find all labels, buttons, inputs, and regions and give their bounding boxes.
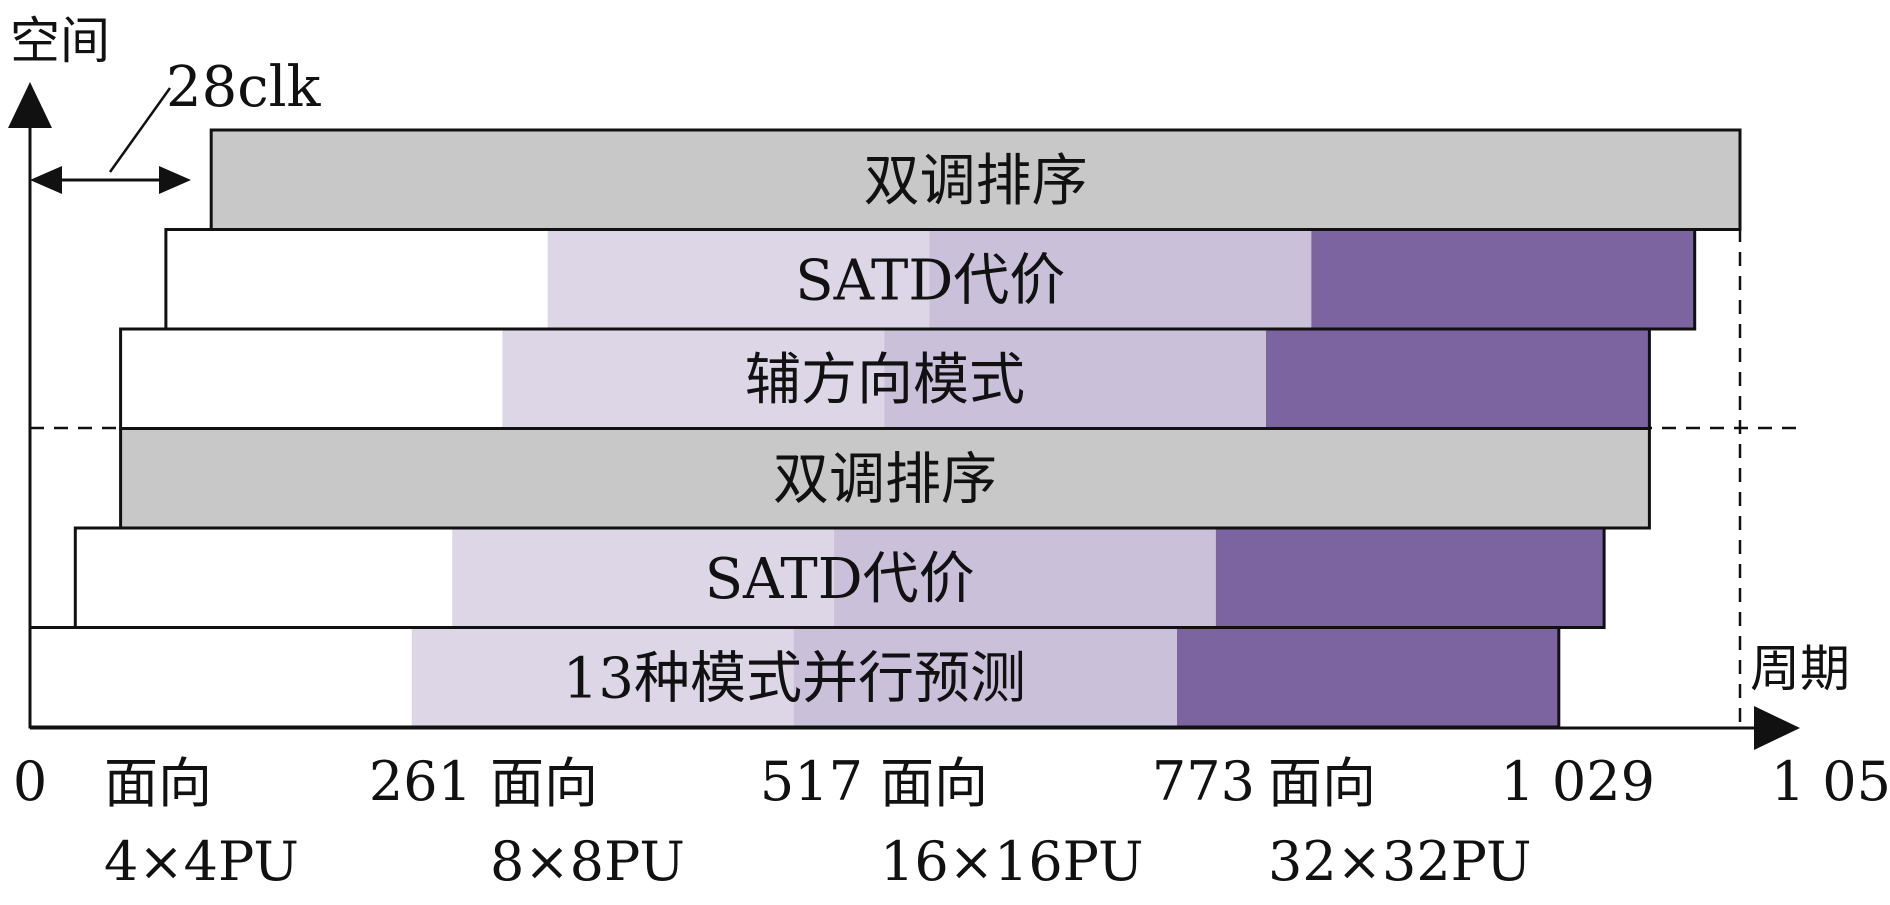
phase-label-line1: 面向: [490, 752, 598, 815]
row-label: 双调排序: [773, 447, 997, 512]
phase-label: 面向 4×4PU: [104, 752, 299, 893]
row-segment: [1177, 627, 1559, 727]
y-axis-arrow: [8, 82, 52, 128]
offset-arrow-head-left: [30, 166, 62, 194]
x-tick-label: 261: [369, 750, 472, 813]
row-label: SATD代价: [705, 547, 975, 612]
row-segment: [793, 627, 1178, 727]
row-segment: [30, 627, 412, 727]
phase-label-line2: 4×4PU: [104, 830, 299, 893]
row-segment: [75, 528, 453, 628]
phase-label-line1: 面向: [1268, 752, 1376, 815]
x-tick-label: 1 057: [1771, 750, 1890, 813]
row-label: 13种模式并行预测: [563, 646, 1026, 711]
pipeline-row: 辅方向模式: [119, 327, 1651, 430]
phase-label-line1: 面向: [104, 752, 212, 815]
x-axis-ticks: 0 261 517 773 1 029 1 057: [13, 750, 1890, 813]
phase-label: 面向 8×8PU: [490, 752, 685, 893]
pipeline-row: SATD代价: [73, 526, 1606, 629]
row-segment: [1311, 229, 1695, 329]
pipeline-row: 13种模式并行预测: [28, 626, 1561, 729]
pipeline-row: 双调排序: [119, 427, 1651, 530]
row-label: SATD代价: [795, 248, 1065, 313]
row-segment: [1215, 528, 1605, 628]
row-segment: [502, 329, 885, 429]
offset-leader-line: [108, 87, 172, 173]
row-segment: [165, 229, 548, 329]
phase-label-line2: 32×32PU: [1268, 830, 1532, 893]
phase-labels: 面向 4×4PU 面向 8×8PU 面向 16×16PU 面向 32×32PU: [104, 752, 1532, 893]
x-tick-label: 0: [13, 750, 47, 813]
row-outline: [28, 626, 1561, 729]
x-axis-arrow: [1754, 706, 1800, 750]
row-label: 双调排序: [864, 149, 1088, 214]
row-segment: [411, 627, 794, 727]
phase-label: 面向 32×32PU: [1268, 752, 1532, 893]
x-axis-title: 周期: [1750, 640, 1850, 698]
row-segment: [452, 528, 835, 628]
pipeline-row: SATD代价: [164, 228, 1697, 331]
row-segment: [547, 229, 930, 329]
row-segment: [120, 329, 503, 429]
x-tick-label: 517: [760, 750, 863, 813]
phase-label: 面向 16×16PU: [880, 752, 1144, 893]
row-segment: [929, 229, 1312, 329]
x-tick-label: 1 029: [1500, 750, 1655, 813]
row-bar: [211, 130, 1741, 230]
phase-label-line1: 面向: [880, 752, 988, 815]
row-label: 辅方向模式: [745, 348, 1025, 413]
row-segment: [834, 528, 1216, 628]
x-tick-label: 773: [1152, 750, 1255, 813]
y-axis-title: 空间: [10, 12, 110, 70]
row-segment: [1265, 329, 1650, 429]
phase-label-line2: 16×16PU: [880, 830, 1144, 893]
pipeline-row: 双调排序: [209, 128, 1742, 231]
row-bar: [120, 428, 1650, 528]
phase-label-line2: 8×8PU: [490, 830, 685, 893]
offset-label: 28clk: [166, 55, 322, 120]
offset-arrow-head-right: [159, 166, 191, 194]
row-segment: [884, 329, 1266, 429]
